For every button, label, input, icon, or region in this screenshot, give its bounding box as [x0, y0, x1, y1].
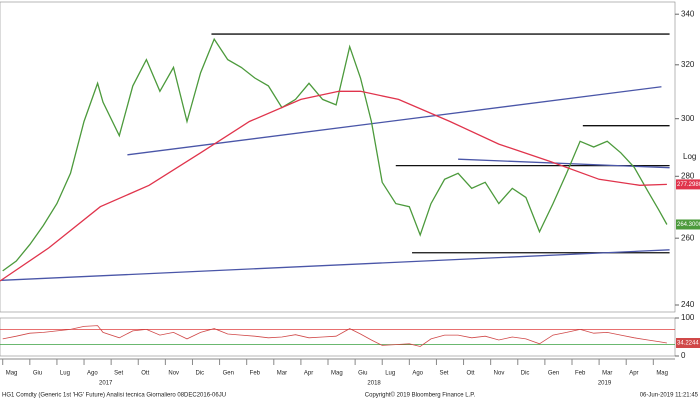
x-tick-label: Dic	[521, 371, 530, 377]
year-label: 2017	[99, 381, 113, 387]
x-tick-label: Gen	[548, 371, 559, 377]
x-tick-label: Ago	[87, 371, 98, 377]
panel-frame	[0, 317, 676, 357]
year-label: 2019	[598, 381, 612, 387]
x-tick-label: Dic	[195, 371, 204, 377]
x-tick-label: Ott	[467, 371, 475, 377]
year-label: 2018	[367, 381, 381, 387]
y-axis-label: Log	[683, 152, 696, 161]
footer-left: HG1 Comdty (Generic 1st 'HG' Future) Ana…	[2, 393, 226, 399]
footer-center: Copyright© 2019 Bloomberg Finance L.P.	[365, 392, 476, 399]
panel-frame	[0, 1, 676, 313]
x-tick-label: Feb	[250, 371, 261, 377]
y-tick-label: 300	[681, 114, 695, 123]
x-tick-label: Ott	[141, 371, 149, 377]
x-tick-label: Mar	[602, 371, 612, 377]
x-tick-label: Gen	[223, 371, 234, 377]
trend-line	[127, 86, 662, 156]
end-label: 264.3000	[677, 222, 700, 228]
x-tick-label: Giu	[358, 371, 367, 377]
x-tick-label: Giu	[33, 371, 42, 377]
x-tick-label: Nov	[168, 371, 179, 377]
y-tick-label: 320	[681, 60, 695, 69]
y-tick-label: 340	[681, 9, 695, 18]
end-label: 34.2244	[677, 341, 699, 347]
end-label-box	[676, 179, 700, 190]
footer-right: 06-Jun-2019 11:21:45	[640, 393, 699, 399]
x-tick-label: Set	[439, 371, 448, 377]
y-tick-label: 100	[681, 313, 695, 322]
x-tick-label: Mag	[331, 371, 343, 377]
trend-line	[1, 249, 670, 281]
end-label: 277.2980	[677, 182, 700, 188]
x-tick-label: Ago	[412, 371, 423, 377]
x-tick-label: Mag	[6, 371, 18, 377]
series-line	[0, 90, 667, 282]
x-tick-label: Lug	[385, 371, 395, 377]
end-label-box	[676, 337, 700, 348]
x-tick-label: Mar	[277, 371, 287, 377]
series-line	[2, 37, 668, 272]
y-tick-label: 0	[681, 351, 686, 360]
x-tick-label: Nov	[494, 371, 505, 377]
x-tick-label: Set	[114, 371, 123, 377]
y-tick-label: 280	[681, 171, 695, 180]
x-tick-label: Feb	[575, 371, 586, 377]
x-tick-label: Lug	[60, 371, 70, 377]
y-tick-label: 240	[681, 300, 695, 309]
x-tick-label: Mag	[656, 371, 668, 377]
end-label-box	[676, 219, 700, 230]
trend-line	[458, 158, 670, 169]
series-line	[2, 325, 667, 347]
x-tick-label: Apr	[304, 371, 313, 377]
x-tick-label: Apr	[629, 371, 638, 377]
y-tick-label: 260	[681, 233, 695, 242]
